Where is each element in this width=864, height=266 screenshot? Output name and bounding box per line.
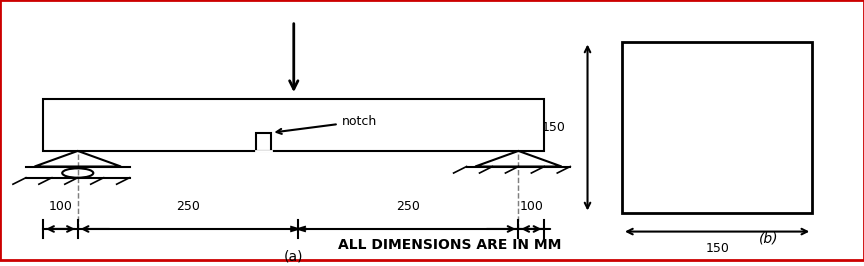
Text: ALL DIMENSIONS ARE IN MM: ALL DIMENSIONS ARE IN MM xyxy=(338,238,561,252)
Text: (a): (a) xyxy=(284,250,303,264)
Text: 250: 250 xyxy=(176,200,200,213)
Bar xyxy=(622,42,812,213)
Text: 100: 100 xyxy=(519,200,543,213)
Text: notch: notch xyxy=(276,115,377,134)
Text: 150: 150 xyxy=(542,121,566,134)
Bar xyxy=(43,99,544,151)
Text: 100: 100 xyxy=(48,200,73,213)
Bar xyxy=(256,133,271,151)
Polygon shape xyxy=(475,151,562,167)
Text: 250: 250 xyxy=(397,200,420,213)
Text: (b): (b) xyxy=(759,232,778,246)
Text: 150: 150 xyxy=(705,242,729,255)
